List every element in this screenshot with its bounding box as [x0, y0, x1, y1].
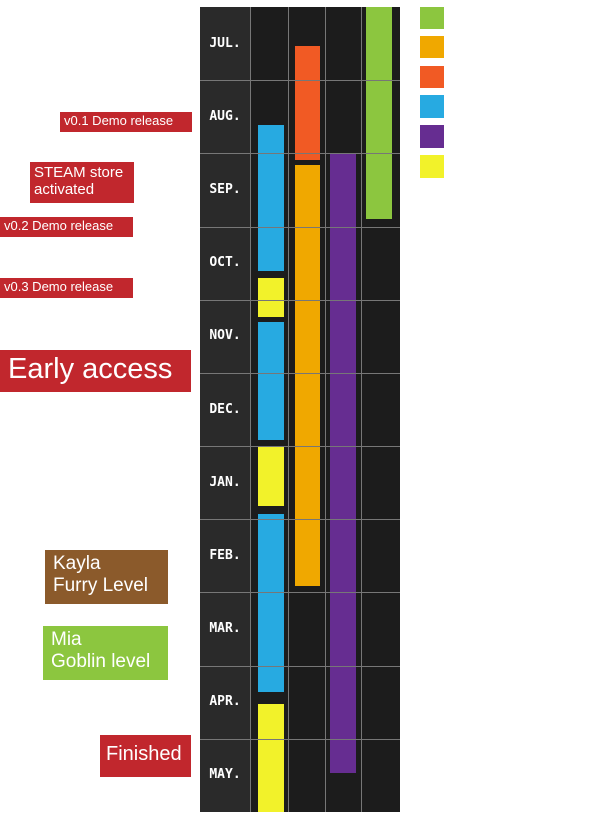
milestone-line: activated	[34, 181, 95, 199]
task-bar	[258, 704, 284, 812]
milestone-line: STEAM store	[34, 164, 124, 181]
month-label: SEP.	[209, 181, 241, 197]
milestone-line: Early access	[8, 353, 173, 385]
lane-divider	[325, 7, 326, 812]
task-bar	[258, 278, 284, 317]
milestone-line: Kayla	[53, 553, 101, 574]
month-divider	[200, 372, 400, 374]
month-divider	[200, 446, 400, 448]
milestone: v0.3 Demo release	[0, 278, 133, 298]
task-bar	[295, 46, 320, 160]
milestone-line: Goblin level	[51, 650, 151, 672]
milestone: v0.2 Demo release	[0, 217, 133, 237]
month-label: DEC.	[209, 401, 241, 417]
month-divider	[200, 80, 400, 82]
milestone-line: v0.1 Demo release	[64, 113, 174, 128]
task-bar	[258, 514, 284, 692]
milestone: Kayla Furry Level	[45, 550, 168, 604]
milestone: Early access	[0, 350, 191, 392]
month-label: MAR.	[209, 621, 241, 637]
milestone-line: v0.2 Demo release	[4, 218, 114, 233]
month-column	[200, 7, 250, 812]
month-label: AUG.	[209, 108, 241, 124]
legend-swatch	[420, 66, 444, 88]
milestone-line: v0.3 Demo release	[4, 279, 114, 294]
lane-divider	[361, 7, 362, 812]
milestone: STEAM store activated	[30, 162, 134, 203]
task-bar	[258, 447, 284, 506]
month-label: NOV.	[209, 328, 241, 344]
task-bar	[258, 125, 284, 271]
task-bar	[295, 165, 320, 586]
milestone-line: Mia	[51, 629, 82, 650]
legend-swatch	[420, 7, 444, 29]
month-label: OCT.	[209, 255, 241, 271]
month-divider	[200, 226, 400, 228]
milestone: Finished	[100, 735, 191, 777]
legend-swatch	[420, 155, 444, 178]
milestone-line: Furry Level	[53, 574, 149, 596]
lane-divider	[250, 7, 251, 812]
month-label: FEB.	[209, 547, 241, 563]
month-divider	[200, 738, 400, 740]
milestone-line: Finished	[106, 743, 182, 765]
milestone: Mia Goblin level	[43, 626, 168, 680]
legend-swatch	[420, 125, 444, 148]
month-label: JUL.	[209, 35, 241, 51]
legend-swatch	[420, 36, 444, 58]
month-label: JAN.	[209, 474, 241, 490]
lane-divider	[288, 7, 289, 812]
task-bar	[366, 7, 392, 219]
month-divider	[200, 592, 400, 594]
month-divider	[200, 299, 400, 301]
legend-swatch	[420, 95, 444, 118]
milestone: v0.1 Demo release	[60, 112, 192, 132]
task-bar	[330, 153, 356, 773]
month-label: APR.	[209, 694, 241, 710]
month-divider	[200, 665, 400, 667]
task-bar	[258, 322, 284, 440]
month-divider	[200, 519, 400, 521]
month-label: MAY.	[209, 767, 241, 783]
month-divider	[200, 153, 400, 155]
